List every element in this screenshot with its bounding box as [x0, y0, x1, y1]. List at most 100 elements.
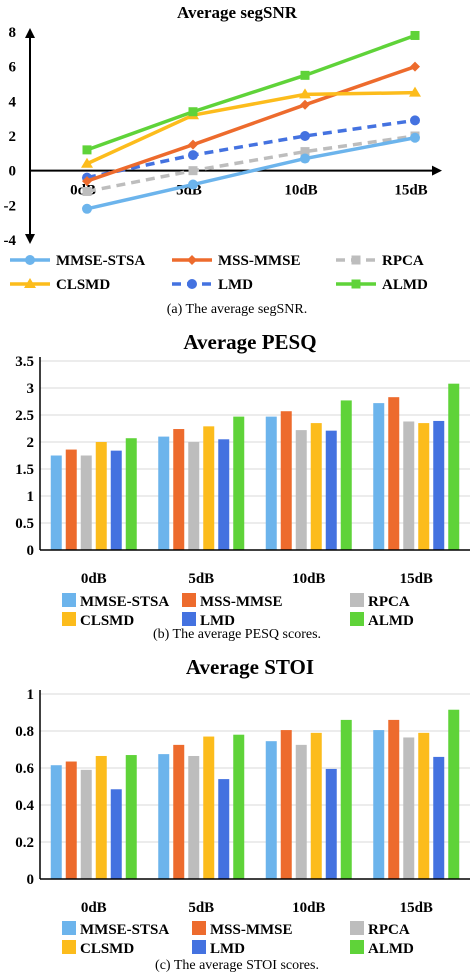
bar-mss-mmse: [280, 730, 292, 879]
x-tick-label: 15dB: [400, 900, 433, 916]
bar-lmd: [218, 439, 230, 550]
bar-mmse-stsa: [158, 754, 170, 879]
data-point-almd: [410, 30, 420, 40]
legend-swatch: [350, 921, 364, 935]
data-point-lmd: [188, 150, 198, 161]
data-point-clsmd: [81, 157, 93, 168]
y-tick-label: 6: [9, 60, 17, 76]
legend-marker: [24, 278, 36, 288]
bar-rpca: [188, 755, 200, 879]
x-tick-label: 10dB: [284, 183, 317, 199]
chart-title: Average STOI: [186, 655, 314, 679]
bar-almd: [448, 383, 460, 550]
bar-clsmd: [418, 732, 430, 879]
chart-caption: (c) The average STOI scores.: [155, 958, 319, 973]
bar-lmd: [433, 756, 445, 879]
bar-lmd: [110, 450, 122, 550]
legend-label: MSS-MMSE: [210, 922, 293, 938]
data-point-almd: [300, 70, 310, 80]
data-point-rpca: [300, 147, 310, 157]
bar-rpca: [403, 737, 415, 879]
y-tick-label: 1.5: [15, 462, 34, 478]
legend-swatch: [192, 921, 206, 935]
y-tick-label: 1: [27, 489, 35, 505]
data-point-clsmd: [299, 88, 311, 99]
x-tick-label: 0dB: [81, 571, 107, 587]
series-line-lmd: [86, 118, 416, 180]
bar-mmse-stsa: [50, 455, 62, 550]
bar-mss-mmse: [388, 719, 400, 879]
bar-mmse-stsa: [373, 730, 385, 879]
bar-mmse-stsa: [265, 416, 277, 550]
legend-label: ALMD: [382, 277, 428, 293]
bar-clsmd: [310, 732, 322, 879]
data-point-mmse-stsa: [82, 203, 92, 214]
bar-almd: [340, 719, 352, 879]
bar-rpca: [295, 744, 307, 879]
legend-label: ALMD: [368, 613, 414, 629]
bar-mmse-stsa: [158, 436, 170, 550]
y-tick-label: 0: [27, 543, 35, 559]
bar-almd: [233, 416, 245, 550]
series-line-rpca: [86, 134, 416, 194]
legend-label: MMSE-STSA: [80, 594, 169, 610]
legend-label: LMD: [210, 941, 245, 957]
legend-marker: [187, 255, 197, 265]
y-axis-arrow: [25, 234, 35, 244]
bar-almd: [340, 400, 352, 550]
bar-lmd: [110, 789, 122, 879]
bar-mss-mmse: [388, 397, 400, 550]
chart-caption: (a) The average segSNR.: [167, 302, 307, 317]
bar-rpca: [80, 769, 92, 879]
legend-label: ALMD: [368, 941, 414, 957]
series-line-clsmd: [86, 90, 416, 166]
bar-mss-mmse: [280, 411, 292, 550]
legend-label: RPCA: [368, 594, 410, 610]
bar-rpca: [403, 421, 415, 550]
bar-lmd: [325, 430, 337, 550]
bar-mss-mmse: [173, 744, 185, 879]
bar-rpca: [80, 455, 92, 550]
y-tick-label: 2.5: [15, 408, 34, 424]
y-tick-label: 3: [27, 381, 35, 397]
legend-swatch: [350, 940, 364, 954]
bar-mss-mmse: [65, 449, 77, 550]
chart-title: Average PESQ: [183, 330, 316, 354]
series-line-mmse-stsa: [86, 136, 416, 211]
legend-label: MMSE-STSA: [56, 253, 145, 269]
bar-almd: [125, 755, 137, 879]
bar-clsmd: [310, 423, 322, 550]
bar-mmse-stsa: [265, 741, 277, 879]
legend-swatch: [192, 940, 206, 954]
y-tick-label: 0.8: [15, 724, 34, 740]
data-point-almd: [188, 107, 198, 117]
bar-mss-mmse: [173, 429, 185, 550]
y-tick-label: 0.6: [15, 761, 34, 777]
bar-almd: [125, 438, 137, 550]
bar-lmd: [218, 779, 230, 879]
legend-label: RPCA: [382, 253, 424, 269]
bar-mmse-stsa: [373, 403, 385, 550]
data-point-lmd: [410, 115, 420, 126]
legend-label: MMSE-STSA: [80, 922, 169, 938]
data-point-rpca: [82, 186, 92, 196]
x-tick-label: 5dB: [188, 571, 214, 587]
data-point-clsmd: [409, 86, 421, 97]
data-point-lmd: [300, 131, 310, 141]
bar-clsmd: [95, 442, 107, 550]
legend-swatch: [62, 593, 76, 607]
bar-mmse-stsa: [50, 765, 62, 879]
data-point-mmse-stsa: [300, 153, 310, 164]
x-tick-label: 5dB: [188, 900, 214, 916]
y-tick-label: 8: [9, 25, 17, 41]
legend-label: LMD: [218, 277, 253, 293]
x-tick-label: 15dB: [400, 571, 433, 587]
x-tick-label: 15dB: [394, 183, 427, 199]
y-tick-label: 0.4: [15, 798, 34, 814]
y-tick-label: 4: [9, 94, 17, 110]
legend-label: RPCA: [368, 922, 410, 938]
data-point-mmse-stsa: [410, 132, 420, 143]
x-tick-label: 10dB: [292, 571, 325, 587]
pesq-chart: Average PESQ 0 0.5 1 1.5 2 2.5 3 3.5 0dB 5dB 10dB 1…: [15, 330, 470, 642]
